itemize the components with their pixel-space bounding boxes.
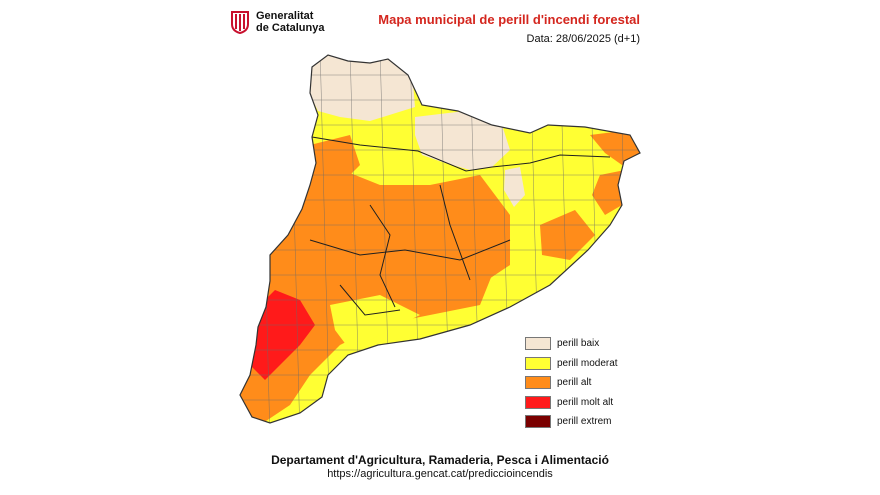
- logo-text: Generalitat de Catalunya: [256, 10, 324, 34]
- department-name: Departament d'Agricultura, Ramaderia, Pe…: [271, 453, 609, 467]
- legend-item-molt-alt: perill molt alt: [525, 393, 618, 413]
- logo-line2: de Catalunya: [256, 22, 325, 34]
- legend-swatch: [525, 415, 551, 429]
- catalonia-outline: [239, 54, 641, 424]
- legend-swatch: [525, 356, 551, 370]
- legend-label: perill extrem: [557, 416, 612, 428]
- region-alt-east: [592, 170, 625, 215]
- risk-legend: perill baix perill moderat perill alt pe…: [525, 334, 618, 432]
- region-baix-north-central: [415, 111, 510, 170]
- legend-item-baix: perill baix: [525, 334, 618, 354]
- comarca-boundaries: [309, 136, 611, 316]
- map-title: Mapa municipal de perill d'incendi fores…: [378, 12, 640, 27]
- legend-label: perill molt alt: [557, 396, 614, 408]
- source-url[interactable]: https://agricultura.gencat.cat/prediccio…: [327, 468, 553, 480]
- region-alt-central: [430, 175, 510, 285]
- legend-swatch: [525, 376, 551, 390]
- legend-label: perill moderat: [557, 357, 618, 369]
- region-baix-garrotxa: [504, 167, 525, 207]
- legend-swatch: [525, 395, 551, 409]
- senyera-logo-icon: [231, 11, 249, 34]
- legend-swatch: [525, 337, 551, 351]
- legend-label: perill baix: [557, 338, 600, 350]
- legend-item-extrem: perill extrem: [525, 412, 618, 432]
- region-alt-northeast: [590, 130, 640, 165]
- logo-line1: Generalitat: [256, 10, 314, 22]
- region-alt-coast: [540, 210, 595, 260]
- catalonia-fire-risk-map: [239, 54, 641, 424]
- legend-item-alt: perill alt: [525, 373, 618, 393]
- map-date: Data: 28/06/2025 (d+1): [526, 33, 640, 45]
- legend-label: perill alt: [557, 377, 592, 389]
- region-moderat-south: [330, 295, 420, 350]
- region-baix-pyrenees: [300, 55, 415, 121]
- legend-item-moderat: perill moderat: [525, 354, 618, 374]
- generalitat-logo: Generalitat de Catalunya: [230, 10, 324, 34]
